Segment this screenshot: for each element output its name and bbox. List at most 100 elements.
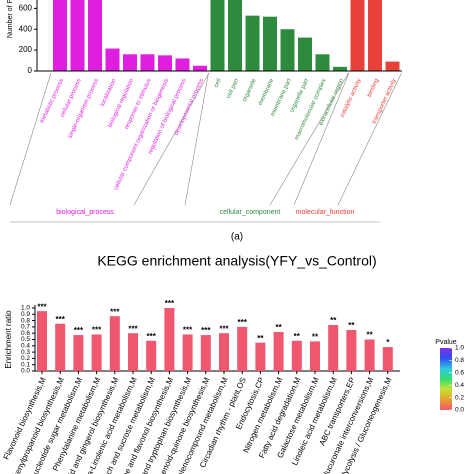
colorbar-tick-label: 0.0 [455,407,464,414]
bar [228,0,242,71]
significance-label: *** [219,324,229,333]
bar [310,341,320,371]
significance-label: *** [238,318,248,327]
significance-label: ** [348,321,355,330]
bar [88,0,102,71]
bar [210,0,225,71]
x-tick-label: membrane [258,77,276,106]
bar [123,54,137,71]
x-tick-label: organelle [242,77,258,103]
group-divider [133,72,210,206]
group-label: molecular_function [296,209,355,216]
colorbar-tick-label: 0.2 [455,394,464,401]
significance-label: *** [74,326,84,335]
bar [146,340,157,371]
y-tick-label: 0.3 [21,349,30,356]
x-tick-label: cell [213,78,222,89]
bar [182,334,193,371]
bar [298,37,312,71]
significance-label: ** [294,332,301,341]
bar [164,308,175,371]
bar [273,331,284,371]
x-tick-label: binding [367,78,381,98]
bar [255,342,266,371]
significance-label: ** [366,331,373,340]
bar [37,311,47,371]
significance-label: *** [183,326,193,335]
group-divider [337,72,402,206]
plot-area [53,0,400,71]
bar [263,16,277,71]
group-divider [293,72,350,206]
y-tick-label: 0.6 [21,330,30,337]
significance-label: ** [275,323,282,332]
bar [219,333,229,371]
bar [55,323,66,371]
bar [73,335,84,371]
y-tick-label: 400 [19,24,33,33]
significance-label: ** [257,334,264,343]
kegg-chart: KEGG enrichment analysis(YFY_vs_Control)… [2,253,465,474]
bar [193,65,207,71]
colorbar-tick-label: 0.4 [455,382,464,389]
bar [368,0,382,71]
bar [158,55,172,71]
significance-label: *** [110,307,120,316]
group-divider [269,72,349,206]
bar [70,0,85,71]
significance-label: ** [330,316,337,325]
bar [91,334,102,371]
bar [364,339,375,371]
y-tick-label: 200 [19,45,33,54]
y-tick-label: 0.7 [21,324,30,331]
colorbar [440,348,452,410]
significance-label: *** [128,324,138,333]
significance-label: *** [201,326,211,335]
y-axis-label: Number of Proteins [7,0,14,38]
bar [140,54,155,71]
colorbar-tick-label: 0.8 [455,357,464,364]
bar [175,58,190,71]
colorbar-title: Pvalue [435,339,457,346]
y-tick-label: 0.4 [21,343,30,350]
significance-label: *** [147,332,157,341]
bar [280,29,295,71]
bar [109,316,120,371]
bar [291,340,302,371]
caption: (a) [231,232,243,243]
significance-label: *** [92,326,102,335]
y-tick-label: 0.0 [21,368,30,375]
bar [333,66,347,71]
significance-label: *** [37,302,47,311]
y-tick-label: 0.2 [21,355,30,362]
y-axis-label: Enrichment ratio [4,310,13,369]
bar [237,326,248,371]
y-tick-label: 0 [28,66,33,75]
y-tick-label: 0.9 [21,311,30,318]
bar [328,325,339,371]
significance-label: * [386,338,390,347]
colorbar-tick-label: 1.0 [455,345,464,352]
significance-label: *** [165,299,175,308]
bar [315,54,330,71]
bar [346,330,357,371]
bar [53,0,67,71]
x-tick-label: localization [100,78,118,107]
x-tick-label: macromolecular complex [294,78,328,141]
bar [128,333,138,371]
bar [245,15,260,71]
bar [385,61,400,71]
colorbar-tick-label: 0.6 [455,370,464,377]
significance-label: ** [312,332,319,341]
bar [200,335,211,371]
significance-label: *** [56,315,66,324]
y-tick-label: 1.0 [21,305,30,312]
bar [350,0,365,71]
group-divider [9,72,52,206]
bar [382,347,393,371]
group-divider [184,72,209,206]
chart-title: KEGG enrichment analysis(YFY_vs_Control) [97,253,376,269]
group-label: cellular_component [220,209,281,216]
